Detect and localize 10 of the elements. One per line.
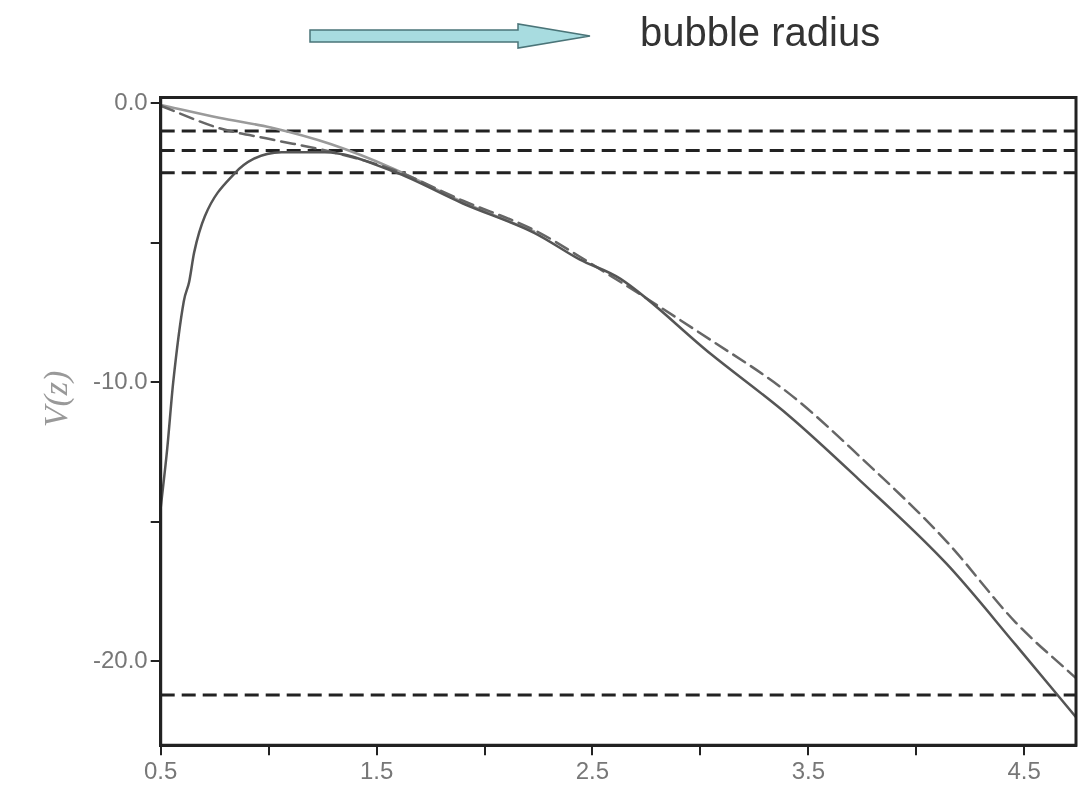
x-tick-label: 4.5 bbox=[1007, 757, 1041, 785]
y-axis-title: V(z) bbox=[37, 370, 76, 428]
x-tick-label: 1.5 bbox=[359, 757, 394, 785]
x-tick-label: 3.5 bbox=[791, 757, 826, 785]
chart-title: bubble radius bbox=[640, 10, 881, 55]
y-tick-label: 0.0 bbox=[114, 87, 148, 115]
x-tick-label: 0.5 bbox=[144, 757, 178, 785]
y-tick-label: -10.0 bbox=[93, 366, 148, 394]
x-tick-label: 2.5 bbox=[575, 757, 610, 785]
y-tick-label: -20.0 bbox=[93, 646, 148, 674]
